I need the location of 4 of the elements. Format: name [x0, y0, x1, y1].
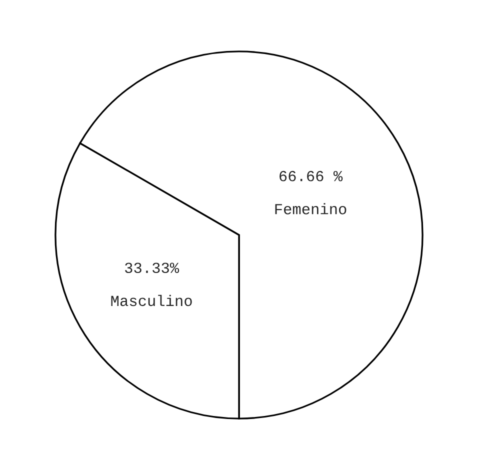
slice-label: Femenino: [275, 203, 346, 214]
data-label: 66.66 %: [280, 170, 343, 182]
data-label: 33.33%: [125, 262, 180, 274]
slice-label: Masculino: [111, 294, 192, 306]
